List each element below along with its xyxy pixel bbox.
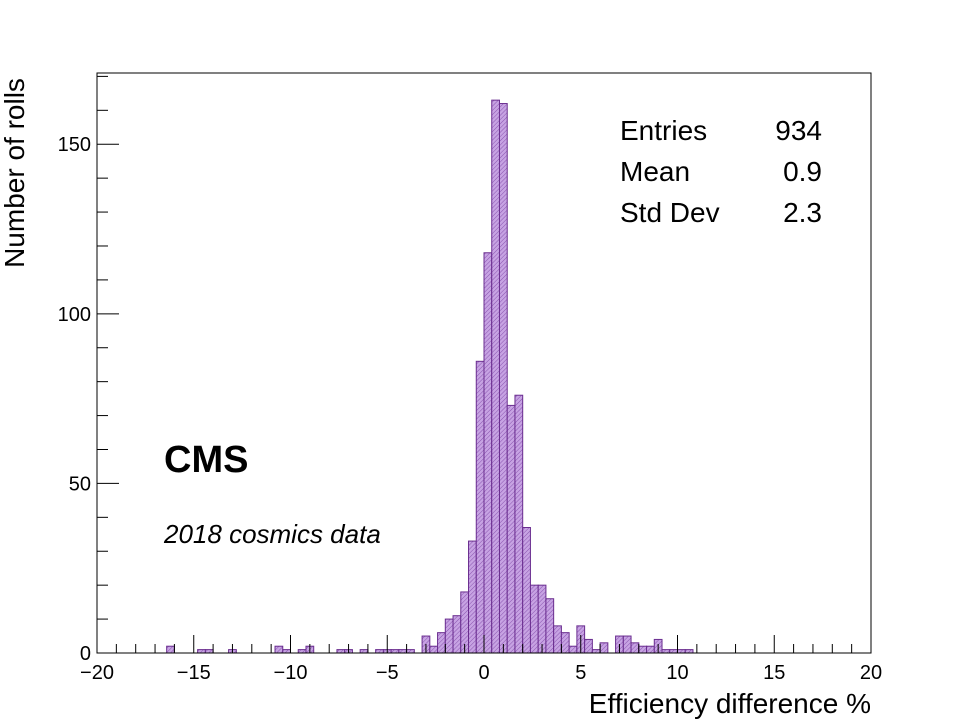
histogram-bar — [638, 645, 648, 654]
plot-frame — [96, 72, 872, 654]
y-axis-ticks: 0 50 100 150 — [58, 75, 119, 665]
x-tick-label: 20 — [860, 662, 882, 684]
histogram-bar — [166, 645, 175, 654]
stats-mean-value: 0.9 — [783, 156, 822, 187]
histogram-bar — [514, 394, 524, 654]
x-tick-label: −5 — [376, 662, 399, 684]
histogram-bar — [204, 649, 214, 654]
stats-mean-label: Mean — [620, 156, 690, 187]
x-tick-label: −10 — [274, 662, 308, 684]
stats-entries-label: Entries — [620, 115, 707, 146]
histogram-bar — [684, 649, 694, 654]
cms-label: CMS — [164, 439, 248, 481]
histogram-bar — [197, 649, 206, 654]
stats-entries-value: 934 — [775, 115, 822, 146]
histogram-bar — [336, 649, 346, 654]
histogram-bar — [568, 645, 578, 654]
stats-box: Entries 934 Mean 0.9 Std Dev 2.3 — [620, 115, 822, 228]
histogram-bar — [483, 252, 493, 654]
histogram-bar — [522, 527, 531, 654]
histogram-bar — [375, 649, 384, 654]
histogram-bar — [390, 649, 400, 654]
y-axis-title: Number of rolls — [0, 78, 30, 268]
histogram-bar — [560, 632, 570, 654]
stats-stddev-value: 2.3 — [783, 197, 822, 228]
y-tick-label: 150 — [58, 134, 91, 156]
stats-stddev-label: Std Dev — [620, 197, 720, 228]
histogram-bar — [646, 645, 655, 654]
x-tick-label: −15 — [177, 662, 211, 684]
histogram-bar — [452, 615, 462, 654]
x-tick-label: 10 — [666, 662, 688, 684]
x-tick-label: −20 — [80, 662, 114, 684]
histogram-bar — [468, 540, 477, 654]
dataset-label: 2018 cosmics data — [163, 519, 381, 549]
histogram-bar — [669, 649, 679, 654]
y-tick-label: 50 — [69, 473, 91, 495]
y-tick-label: 0 — [80, 643, 91, 665]
histogram-bar — [661, 649, 671, 654]
histogram-bar — [429, 645, 439, 654]
x-tick-label: 15 — [763, 662, 785, 684]
histogram-bar — [622, 635, 632, 654]
histogram-bar — [406, 649, 415, 654]
histogram-bar — [491, 99, 500, 654]
histogram-bar — [537, 584, 547, 654]
histogram-bar — [591, 649, 601, 654]
x-axis-title: Efficiency difference % — [589, 688, 871, 719]
histogram-bar — [437, 632, 446, 654]
histogram-bar — [297, 649, 307, 654]
histogram-bar — [584, 638, 593, 654]
histogram-bar — [506, 404, 516, 654]
histogram-bar — [677, 649, 686, 654]
histogram-bar — [630, 642, 640, 654]
histogram-bar — [398, 649, 408, 654]
histogram-bar — [282, 649, 292, 654]
histogram-bars — [166, 99, 694, 654]
x-tick-label: 5 — [575, 662, 586, 684]
histogram-bar — [359, 649, 369, 654]
histogram-bar — [545, 598, 555, 654]
histogram-bar — [529, 584, 539, 654]
histogram-bar — [460, 591, 470, 654]
histogram-bar — [475, 360, 485, 654]
y-tick-label: 100 — [58, 304, 91, 326]
histogram-bar — [553, 625, 562, 654]
x-axis-ticks: −20 −15 −10 −5 0 5 10 15 20 — [80, 635, 882, 684]
x-tick-label: 0 — [478, 662, 489, 684]
histogram-bar — [444, 618, 454, 654]
histogram-bar — [599, 642, 609, 654]
histogram-bar — [498, 103, 508, 654]
histogram-bar — [274, 645, 284, 654]
